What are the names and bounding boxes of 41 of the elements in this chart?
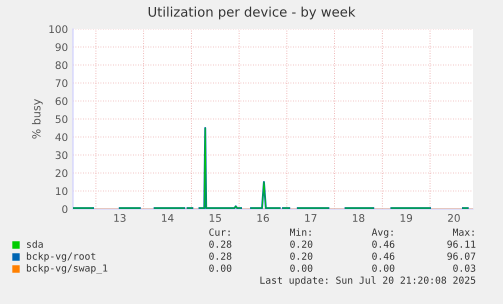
text: Avg:	[372, 228, 393, 238]
x-tick-label: 17	[305, 214, 316, 222]
x-tick-label: 16	[257, 214, 269, 222]
y-tick-label: 40	[55, 133, 68, 142]
text: 0.20	[290, 252, 312, 260]
text: 0.28	[209, 240, 232, 248]
x-tick-label: 15	[210, 214, 221, 222]
text: 0.28	[209, 252, 232, 260]
y-tick-label: 30	[56, 151, 68, 160]
text: 0.46	[372, 252, 394, 260]
text: 96.11	[447, 240, 476, 248]
legend-label: bckp-vg/root	[26, 252, 96, 262]
legend-label: bckp-vg/swap_1	[26, 264, 108, 274]
text: 96.07	[447, 252, 476, 260]
x-tick-label: 19	[400, 214, 412, 222]
text: 0.00	[209, 264, 232, 272]
text: Max:	[452, 228, 474, 236]
y-tick-label: 20	[56, 169, 68, 178]
text: Last update: Sun Jul 20 21:20:08 2025	[260, 276, 476, 286]
legend-label: sda	[27, 240, 43, 248]
y-tick-label: 80	[56, 61, 68, 70]
text: 0.46	[372, 240, 394, 248]
y-tick-label: 50	[56, 115, 68, 124]
y-tick-label: 0	[62, 205, 68, 214]
x-tick-label: 14	[162, 214, 174, 222]
text: Min:	[290, 228, 311, 236]
x-tick-label: 13	[114, 214, 126, 222]
y-tick-label: 90	[56, 43, 68, 52]
text: Cur:	[209, 228, 230, 236]
x-tick-label: 18	[352, 214, 364, 222]
y-axis-title: % busy	[32, 99, 43, 139]
y-tick-label: 60	[56, 97, 68, 106]
y-tick-label: 100	[49, 25, 68, 34]
y-tick-label: 10	[56, 187, 68, 196]
y-tick-label: 70	[56, 79, 68, 88]
text: 0.00	[290, 264, 312, 272]
text: 0.00	[372, 264, 394, 272]
x-tick-label: 20	[448, 214, 460, 222]
chart-title: Utilization per device - by week	[148, 6, 356, 20]
text: 0.03	[453, 264, 476, 272]
text: 0.20	[290, 240, 312, 248]
